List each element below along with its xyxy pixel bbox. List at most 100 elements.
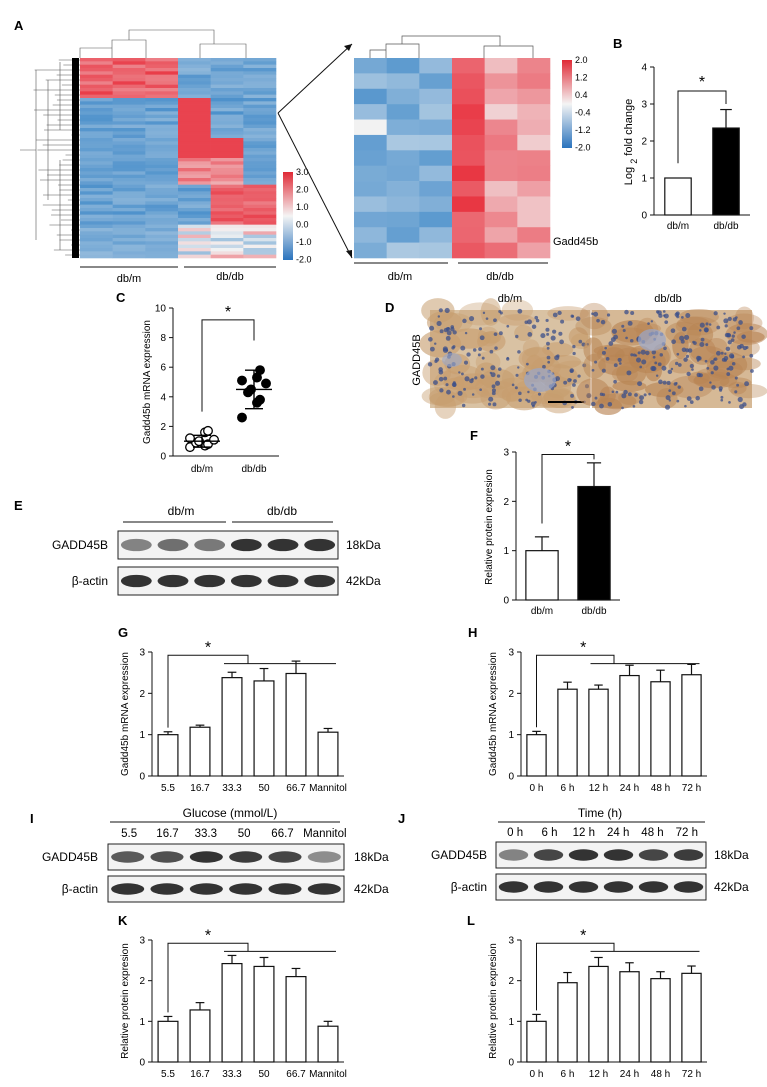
bar [588,688,609,777]
heatmap-cell [178,74,211,79]
heatmap-cell [145,244,179,249]
heatmap-cell [243,164,277,169]
heatmap-zoom-cell [386,181,420,197]
significance-marker: * [699,74,705,91]
heatmap-cell [80,204,113,209]
heatmap-zoom-cell [452,150,485,166]
heatmap-cell [210,194,244,199]
heatmap-cell [178,231,211,235]
heatmap-cell [178,108,211,112]
bar [189,1009,211,1063]
heatmap-cell [112,118,146,122]
chart-l: 0 1 2 3 0 h 6 h 12 h 24 h 48 h 72 h Relative prote… [488,927,707,1080]
heatmap-cell [178,144,211,149]
bar [317,1025,339,1063]
heatmap-cell [112,234,146,239]
blot-group-dbdb: db/db [267,504,297,518]
heatmap-cell [210,224,244,229]
heatmap-cell [80,194,113,199]
heatmap-zoom-cell [354,104,387,120]
heatmap-zoom-cell [419,227,453,243]
x-tick-label: 16.7 [190,783,210,794]
blot-band [189,851,223,863]
heatmap-color-scale [283,172,293,260]
heatmap-cell [80,71,113,75]
heatmap-cell [210,104,244,109]
heatmap-cell [243,71,277,75]
heatmap-zoom-cell [484,242,518,259]
heatmap-cell [112,141,146,145]
heatmap-cell [80,151,113,155]
blot-header: Time (h) [578,806,622,820]
heatmap-cell [80,231,113,235]
heatmap-cell [145,218,179,222]
bar [317,731,339,777]
heatmap-zoom-cell [419,104,453,120]
panel-letter-j: J [398,811,405,826]
y-tick-label: 2 [503,497,509,508]
x-tick-label: 6 h [561,783,575,794]
heatmap-cell [80,134,113,139]
heatmap-cell [210,161,244,165]
heatmap-zoom-cell [517,242,551,259]
heatmap-cell [178,164,211,169]
heatmap-cell [145,68,179,72]
blot-band [150,851,184,863]
heatmap-cell [145,141,179,145]
y-tick-label: 0 [641,211,647,222]
heatmap-cell [112,248,146,252]
heatmap-cell [243,214,277,219]
heatmap-cell [243,121,277,125]
blot-band [111,851,145,863]
blot-band [194,574,226,588]
heatmap-cell [210,198,244,202]
y-tick-label: 4 [160,392,166,403]
heatmap-zoom-scale-ticks: 2.0 1.2 0.4 -0.4 -1.2 -2.0 [575,55,591,153]
heatmap-cell [112,211,146,215]
heatmap-cell [210,231,244,235]
heatmap-cell [112,104,146,109]
data-point [209,434,219,445]
blot-strip [117,566,339,596]
heatmap-cell [112,168,146,172]
x-tick-label: db/db [241,464,266,475]
heatmap-zoom-cell [386,88,420,105]
heatmap-cell [178,104,211,109]
blot-lane-label: 33.3 [195,828,217,840]
blot-size-label: 18kDa [354,850,389,864]
heatmap-cell [80,188,113,192]
heatmap-cell [210,68,244,72]
heatmap-cell [80,141,113,145]
heatmap-cell [80,111,113,115]
heatmap-cell [145,148,179,152]
heatmap-cell [145,221,179,225]
heatmap-zoom-cell [517,58,551,74]
heatmap-cell [80,181,113,185]
heatmap-cell [243,84,277,89]
heatmap-cell [80,124,113,129]
heatmap-cell [80,154,113,159]
heatmap-cell [145,114,179,119]
significance-bracket [541,453,595,524]
heatmap-cell [178,84,211,89]
blot-row-label: GADD45B [431,848,487,862]
heatmap-cell [210,241,244,245]
heatmap-cell [80,208,113,212]
heatmap-cell [112,174,146,179]
x-tick-label: db/m [191,464,213,475]
heatmap-zoom-cell [354,88,387,105]
heatmap-cell [112,151,146,155]
heatmap-cell [145,201,179,205]
heatmap-cell [210,228,244,232]
heatmap-cell [210,78,244,82]
heatmap-cell [178,58,211,62]
heatmap-cell [210,251,244,255]
heatmap-zoom-cell [484,150,518,166]
heatmap-cell [178,174,211,179]
heatmap-cell [243,61,277,65]
bar [221,962,243,1063]
heatmap-cell [178,98,211,102]
heatmap-cell [243,208,277,212]
blot-row-label: β-actin [451,880,487,894]
heatmap-cell [210,114,244,119]
